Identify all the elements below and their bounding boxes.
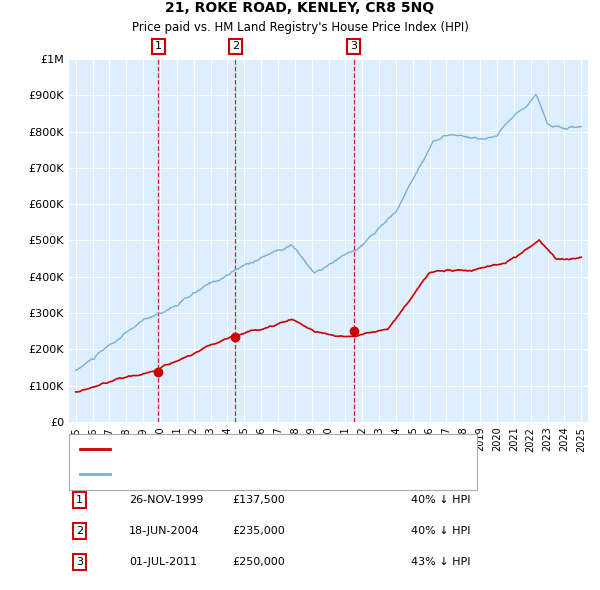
Text: 1: 1 bbox=[155, 41, 162, 51]
Text: 1: 1 bbox=[76, 496, 83, 505]
Text: 40% ↓ HPI: 40% ↓ HPI bbox=[411, 526, 470, 536]
Text: 26-NOV-1999: 26-NOV-1999 bbox=[129, 496, 203, 505]
Text: 43% ↓ HPI: 43% ↓ HPI bbox=[411, 557, 470, 566]
Text: 40% ↓ HPI: 40% ↓ HPI bbox=[411, 496, 470, 505]
Text: £137,500: £137,500 bbox=[232, 496, 285, 505]
Text: 01-JUL-2011: 01-JUL-2011 bbox=[129, 557, 197, 566]
Text: 3: 3 bbox=[350, 41, 357, 51]
Text: 2: 2 bbox=[76, 526, 83, 536]
Text: 3: 3 bbox=[76, 557, 83, 566]
Text: 21, ROKE ROAD, KENLEY, CR8 5NQ (detached house): 21, ROKE ROAD, KENLEY, CR8 5NQ (detached… bbox=[117, 444, 408, 454]
Text: 21, ROKE ROAD, KENLEY, CR8 5NQ: 21, ROKE ROAD, KENLEY, CR8 5NQ bbox=[166, 1, 434, 15]
Text: £250,000: £250,000 bbox=[232, 557, 285, 566]
Text: 18-JUN-2004: 18-JUN-2004 bbox=[129, 526, 200, 536]
Text: £235,000: £235,000 bbox=[232, 526, 285, 536]
Text: HPI: Average price, detached house, Croydon: HPI: Average price, detached house, Croy… bbox=[117, 469, 365, 479]
Text: Price paid vs. HM Land Registry's House Price Index (HPI): Price paid vs. HM Land Registry's House … bbox=[131, 21, 469, 34]
Text: 2: 2 bbox=[232, 41, 239, 51]
